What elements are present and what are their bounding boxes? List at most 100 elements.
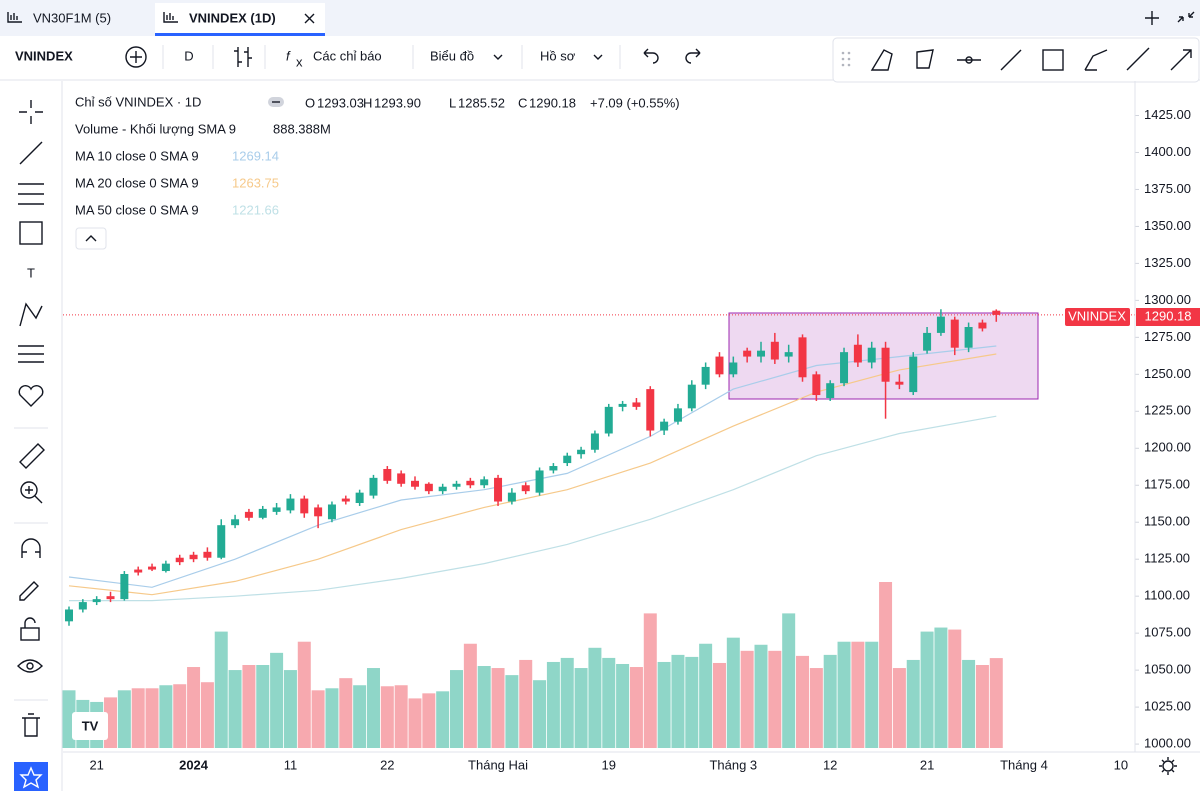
y-tick-label: 1025.00 <box>1144 699 1191 714</box>
collapse-legend[interactable] <box>75 227 107 250</box>
candle-body <box>743 350 752 357</box>
y-tick-label: 1000.00 <box>1144 736 1191 751</box>
favorites[interactable] <box>18 385 44 407</box>
fullscreen[interactable] <box>1177 11 1195 23</box>
redo[interactable] <box>685 48 701 64</box>
y-tick-label: 1400.00 <box>1144 144 1191 159</box>
text-tool[interactable]: T <box>27 265 35 280</box>
volume-bar <box>325 688 339 748</box>
chart-menu[interactable]: Biểu đồ <box>430 48 474 63</box>
volume-bar <box>131 688 145 748</box>
legend-title: Chỉ số VNINDEX · 1D <box>75 94 201 109</box>
bar-style[interactable] <box>234 47 252 67</box>
indicator-icon: f <box>286 48 291 63</box>
candle-body <box>286 498 295 511</box>
add-tab[interactable] <box>1145 11 1159 25</box>
volume-bar <box>602 657 616 748</box>
y-tick-label: 1100.00 <box>1144 588 1190 603</box>
volume-bar <box>519 659 533 748</box>
y-tick-label: 1075.00 <box>1144 625 1191 640</box>
tab-label[interactable]: VN30F1M (5) <box>33 10 111 25</box>
volume-bar <box>117 690 131 748</box>
candle-body <box>826 383 835 398</box>
volume-bar <box>574 668 588 748</box>
y-tick-label: 1300.00 <box>1144 292 1191 307</box>
tool-icon[interactable] <box>1000 49 1022 71</box>
fib-tool[interactable] <box>18 183 44 205</box>
compare[interactable] <box>125 46 147 68</box>
zoom[interactable] <box>20 481 38 499</box>
volume-bar <box>685 656 699 748</box>
x-tick-label: Tháng 4 <box>1000 757 1048 772</box>
candle-body <box>590 433 599 450</box>
y-tick-label: 1225.00 <box>1144 403 1191 418</box>
tool-icon[interactable] <box>870 49 893 71</box>
volume-bar <box>934 627 948 748</box>
candle-body <box>909 356 918 393</box>
candle-body <box>757 350 765 357</box>
candle-body <box>923 332 932 351</box>
ohlc-label: C <box>518 95 527 110</box>
volume-bar <box>450 670 464 748</box>
volume-bar <box>879 582 893 748</box>
crosshair-tool[interactable] <box>19 100 43 124</box>
delete[interactable] <box>22 713 40 737</box>
hide[interactable] <box>17 659 43 673</box>
volume-bar <box>989 658 1003 748</box>
x-tick-label: 10 <box>1114 757 1128 772</box>
volume-bar <box>477 666 491 748</box>
candle-body <box>992 310 1001 315</box>
drag-handle <box>841 51 851 67</box>
tool-icon[interactable] <box>1126 47 1150 71</box>
symbol[interactable]: VNINDEX <box>15 48 73 63</box>
pattern-tool[interactable] <box>19 302 43 327</box>
tool-icon[interactable] <box>1084 49 1108 71</box>
candle-body <box>244 511 253 518</box>
settings[interactable] <box>1162 760 1174 772</box>
indicators[interactable]: Các chỉ báo <box>313 48 382 63</box>
profile-menu[interactable]: Hồ sơ <box>540 48 576 63</box>
volume-bar <box>505 675 519 748</box>
shape-tool[interactable] <box>19 221 43 245</box>
y-tick-label: 1275.00 <box>1144 329 1191 344</box>
ma-value: 1263.75 <box>232 175 279 190</box>
volume-bar <box>920 631 934 748</box>
candle-body <box>895 381 904 385</box>
active-tab-underline <box>155 33 325 36</box>
moving-average <box>69 415 997 602</box>
volume-bar <box>546 661 560 748</box>
drawing-mode[interactable] <box>19 581 39 601</box>
tool-icon-dot <box>965 56 973 64</box>
magnet[interactable] <box>21 538 41 558</box>
candle-body <box>148 566 157 570</box>
x-tick-label: 21 <box>920 757 934 772</box>
volume-bar <box>754 644 768 748</box>
undo[interactable] <box>643 48 659 64</box>
candle-body <box>701 366 710 385</box>
volume-bar <box>491 668 505 748</box>
volume-bar <box>200 682 214 748</box>
y-tick-label: 1050.00 <box>1144 662 1191 677</box>
y-tick-label: 1350.00 <box>1144 218 1191 233</box>
volume-bar <box>228 670 242 748</box>
tool-icon[interactable] <box>916 49 934 69</box>
ma-legend: MA 10 close 0 SMA 9 <box>75 148 199 163</box>
ruler[interactable] <box>19 443 45 469</box>
candle-body <box>715 356 724 375</box>
symbol-tag-label: VNINDEX <box>1068 308 1126 323</box>
tool-icon[interactable] <box>1170 49 1192 71</box>
compare-plus <box>130 51 142 63</box>
active-tab[interactable] <box>155 3 325 36</box>
hide-icon <box>26 662 34 670</box>
candle-body <box>466 480 475 486</box>
prediction-tool[interactable] <box>18 345 44 363</box>
close-tab[interactable] <box>304 13 315 24</box>
ohlc-label: L <box>449 95 456 110</box>
lock[interactable] <box>20 627 40 641</box>
tool-icon[interactable] <box>1042 49 1064 71</box>
y-tick-label: 1200.00 <box>1144 440 1191 455</box>
volume-bar <box>145 688 159 748</box>
tab-label[interactable]: VNINDEX (1D) <box>189 10 276 25</box>
line-tool[interactable] <box>19 141 43 165</box>
interval[interactable]: D <box>184 48 193 63</box>
